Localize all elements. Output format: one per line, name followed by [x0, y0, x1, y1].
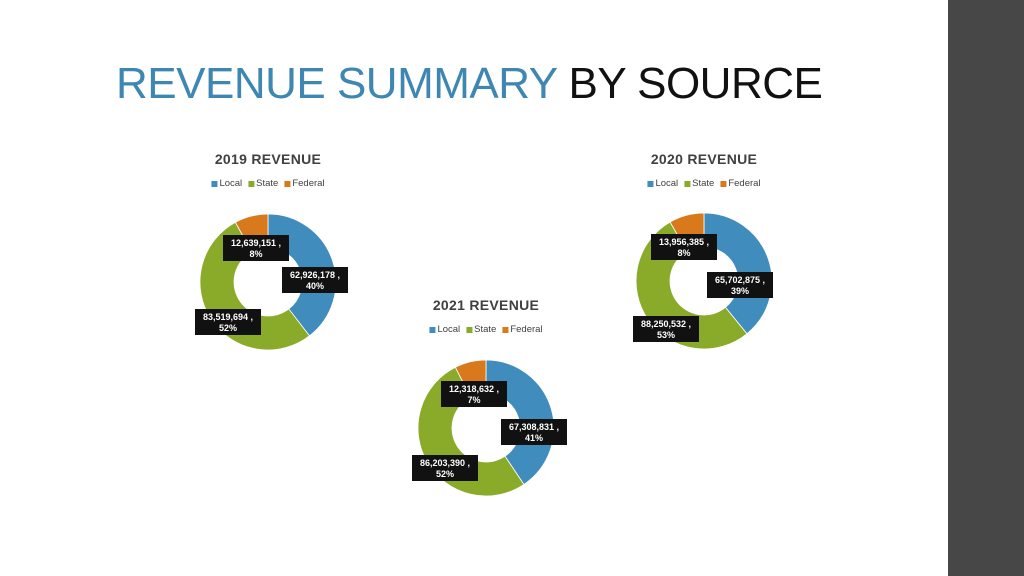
- chart-legend: Local State Federal: [211, 178, 325, 189]
- legend-swatch: [466, 326, 473, 333]
- legend-item-local: Local: [647, 178, 678, 189]
- legend-label: Local: [219, 178, 243, 189]
- data-label-value: 62,926,178 ,: [290, 270, 340, 280]
- legend-swatch: [647, 180, 654, 187]
- data-label-percent: 8%: [249, 249, 262, 259]
- data-label: 12,639,151 ,8%: [223, 235, 289, 261]
- data-label-percent: 41%: [525, 433, 543, 443]
- donut-chart-2020: 65,702,875 ,39% 88,250,532 ,53% 13,956,385…: [633, 212, 773, 350]
- data-label-value: 86,203,390 ,: [420, 458, 470, 468]
- legend-swatch: [720, 180, 727, 187]
- legend-label: Local: [655, 178, 679, 189]
- data-label-box: [282, 267, 348, 293]
- legend-item-federal: Federal: [720, 178, 761, 189]
- slide-title: REVENUE SUMMARY BY SOURCE: [116, 56, 823, 112]
- data-label-percent: 52%: [219, 323, 237, 333]
- legend-label: State: [692, 178, 715, 189]
- data-label-percent: 8%: [677, 248, 690, 258]
- chart-title: 2020 REVENUE: [650, 151, 758, 167]
- chart-title: 2021 REVENUE: [432, 297, 540, 313]
- legend-label: Local: [437, 324, 461, 335]
- legend-swatch: [502, 326, 509, 333]
- data-label-percent: 7%: [467, 395, 480, 405]
- data-label-percent: 52%: [436, 469, 454, 479]
- legend-item-federal: Federal: [284, 178, 325, 189]
- legend-label: Federal: [292, 178, 325, 189]
- data-label: 83,519,694 ,52%: [195, 309, 261, 335]
- data-label-percent: 40%: [306, 281, 324, 291]
- donut-chart-2019: 62,926,178 ,40% 83,519,694 ,52% 12,639,151…: [195, 213, 348, 351]
- data-label: 62,926,178 ,40%: [282, 267, 348, 293]
- legend-swatch: [429, 326, 436, 333]
- data-label-value: 12,318,632 ,: [449, 384, 499, 394]
- chart-legend: Local State Federal: [647, 178, 761, 189]
- data-label-box: [501, 419, 567, 445]
- chart-legend: Local State Federal: [429, 324, 543, 335]
- data-label-value: 83,519,694 ,: [203, 312, 253, 322]
- legend-item-local: Local: [211, 178, 242, 189]
- slide-title-rest: BY SOURCE: [556, 59, 823, 108]
- legend-swatch: [211, 180, 218, 187]
- legend-item-state: State: [466, 324, 496, 335]
- donut-chart-2021: 67,308,831 ,41% 86,203,390 ,52% 12,318,632…: [412, 359, 567, 497]
- data-label-box: [412, 455, 478, 481]
- legend-item-state: State: [248, 178, 278, 189]
- data-label: 13,956,385 ,8%: [651, 234, 717, 260]
- data-label-value: 65,702,875 ,: [715, 275, 765, 285]
- legend-label: State: [256, 178, 279, 189]
- data-label: 67,308,831 ,41%: [501, 419, 567, 445]
- chart-title: 2019 REVENUE: [214, 151, 322, 167]
- slide-title-accent: REVENUE SUMMARY: [116, 59, 557, 108]
- legend-label: Federal: [728, 178, 761, 189]
- data-label: 65,702,875 ,39%: [707, 272, 773, 298]
- data-label-percent: 39%: [731, 286, 749, 296]
- legend-label: Federal: [510, 324, 543, 335]
- data-label: 88,250,532 ,53%: [633, 316, 699, 342]
- legend-item-state: State: [684, 178, 714, 189]
- data-label-box: [633, 316, 699, 342]
- legend-item-federal: Federal: [502, 324, 543, 335]
- data-label-percent: 53%: [657, 330, 675, 340]
- data-label-box: [707, 272, 773, 298]
- legend-swatch: [284, 180, 291, 187]
- legend-swatch: [248, 180, 255, 187]
- data-label: 86,203,390 ,52%: [412, 455, 478, 481]
- data-label-box: [651, 234, 717, 260]
- legend-item-local: Local: [429, 324, 460, 335]
- data-label-box: [223, 235, 289, 261]
- data-label-value: 67,308,831 ,: [509, 422, 559, 432]
- data-label: 12,318,632 ,7%: [441, 381, 507, 407]
- legend-swatch: [684, 180, 691, 187]
- data-label-value: 88,250,532 ,: [641, 319, 691, 329]
- side-decoration-bar: [948, 0, 1024, 576]
- legend-label: State: [474, 324, 497, 335]
- data-label-box: [441, 381, 507, 407]
- data-label-value: 12,639,151 ,: [231, 238, 281, 248]
- data-label-value: 13,956,385 ,: [659, 237, 709, 247]
- data-label-box: [195, 309, 261, 335]
